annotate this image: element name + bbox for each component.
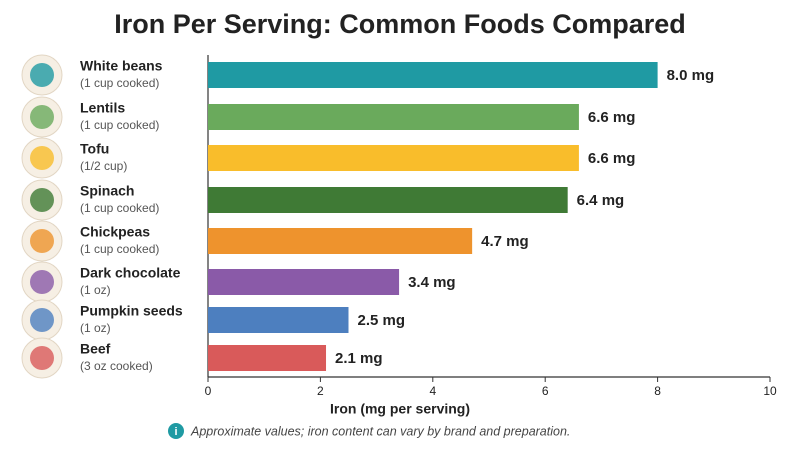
food-icon-content [30,229,54,253]
bar [208,269,400,295]
value-label: 3.4 mg [408,274,456,291]
x-tick-label: 2 [317,384,324,398]
info-icon-glyph: i [174,426,177,438]
serving-label: (1 oz) [80,321,111,335]
serving-label: (1 cup cooked) [80,201,159,215]
x-tick-label: 10 [763,384,777,398]
info-icon [168,423,184,439]
bar [208,228,473,254]
chart-title: Iron Per Serving: Common Foods Compared [114,9,686,39]
category-label: Lentils [80,100,125,116]
x-tick-label: 8 [654,384,661,398]
x-tick-label: 4 [429,384,436,398]
category-label: Pumpkin seeds [80,303,183,319]
category-label: White beans [80,58,163,74]
category-label: Tofu [80,141,109,157]
serving-label: (1 cup cooked) [80,118,159,132]
footnote: Approximate values; iron content can var… [190,424,570,438]
value-label: 6.6 mg [588,150,636,167]
category-label: Spinach [80,183,134,199]
serving-label: (1 cup cooked) [80,242,159,256]
food-icon-content [30,346,54,370]
category-label: Beef [80,341,111,357]
bar [208,62,658,88]
food-icon-content [30,146,54,170]
bar [208,145,579,171]
category-label: Chickpeas [80,224,150,240]
food-icon-content [30,308,54,332]
food-icon-content [30,105,54,129]
serving-label: (1 cup cooked) [80,76,159,90]
serving-label: (1 oz) [80,283,111,297]
value-label: 8.0 mg [667,67,715,84]
food-icon-content [30,188,54,212]
x-tick-label: 0 [205,384,212,398]
value-label: 2.1 mg [335,350,383,367]
value-label: 6.6 mg [588,109,636,126]
food-icon-content [30,63,54,87]
bar [208,345,327,371]
value-label: 2.5 mg [358,312,406,329]
serving-label: (3 oz cooked) [80,359,153,373]
x-axis-label: Iron (mg per serving) [330,401,470,417]
x-tick-label: 6 [542,384,549,398]
bar [208,104,579,130]
bar [208,187,568,213]
category-label: Dark chocolate [80,265,181,281]
serving-label: (1/2 cup) [80,159,127,173]
food-icon-content [30,270,54,294]
value-label: 6.4 mg [577,192,625,209]
bar [208,307,349,333]
value-label: 4.7 mg [481,233,529,250]
